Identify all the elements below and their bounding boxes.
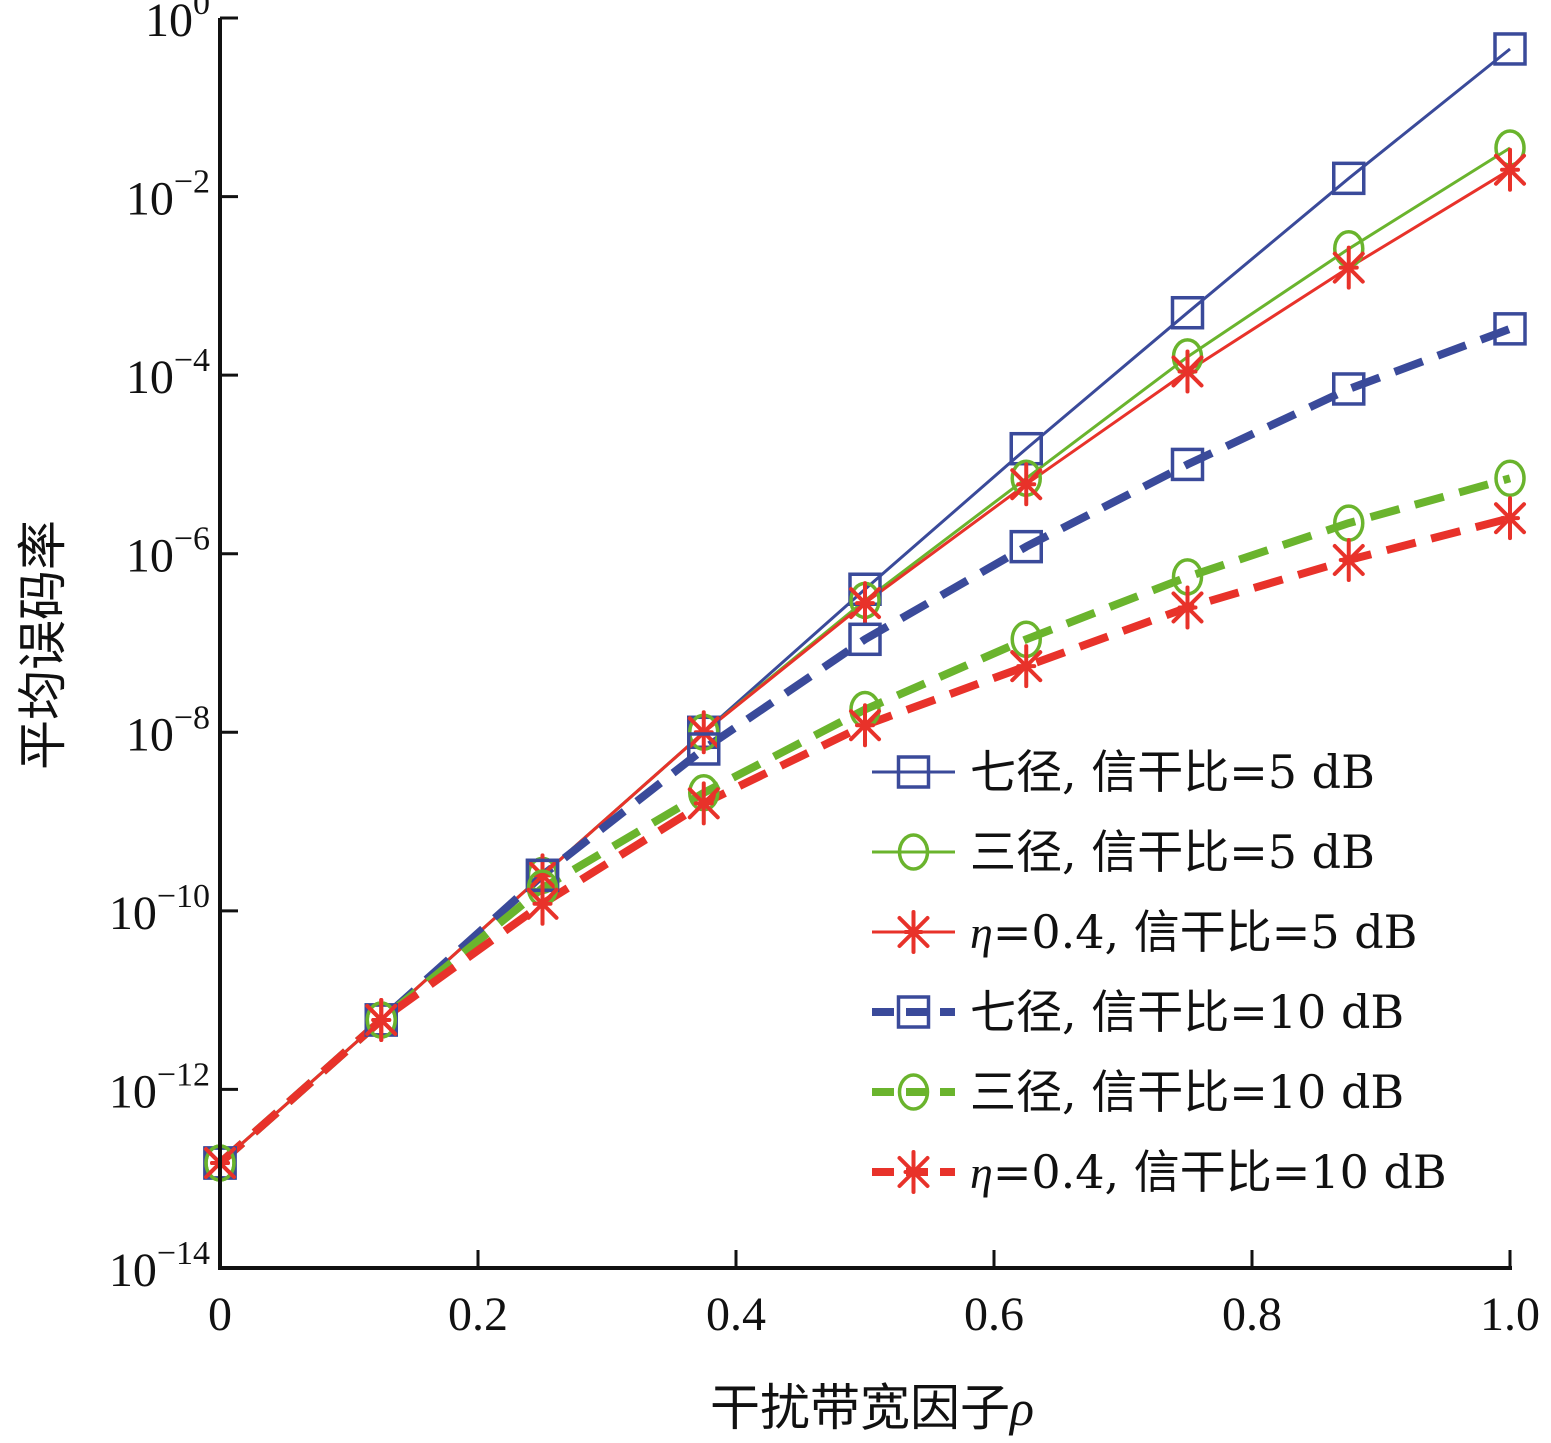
series-6-point	[1332, 538, 1365, 583]
legend-label: 三径, 信干比=5 dB	[970, 825, 1375, 879]
y-tick-label: 10−14	[109, 1235, 210, 1297]
legend-marker-sample	[896, 995, 931, 1029]
series-4-point	[1009, 529, 1043, 564]
legend-label: η=0.4, 信干比=10 dB	[970, 1145, 1447, 1199]
x-tick-label: 0.2	[448, 1288, 508, 1341]
series-6-point	[687, 781, 720, 826]
legend-label: 七径, 信干比=5 dB	[970, 745, 1375, 799]
series-1-point	[1493, 32, 1527, 66]
legend-marker-sample	[897, 910, 930, 954]
series-6-point	[849, 703, 881, 748]
x-axis-label-text: 干扰带宽因子	[710, 1379, 1010, 1437]
x-tick-label: 1.0	[1480, 1288, 1540, 1341]
series-1-point	[1170, 295, 1205, 330]
legend-entry-3: η=0.4, 信干比=5 dB	[872, 905, 1417, 959]
y-tick-label: 100	[145, 0, 210, 47]
series-markers	[203, 32, 1527, 1185]
legend-entry-6: η=0.4, 信干比=10 dB	[872, 1145, 1447, 1199]
x-ticks: 0 0.2 0.4 0.6 0.8 1.0	[208, 1250, 1540, 1341]
x-tick-label: 0.6	[964, 1288, 1024, 1341]
series-3-point	[1494, 147, 1526, 192]
y-tick-label: 10−6	[126, 521, 210, 583]
y-ticks: 100 10−2 10−4 10−6 10−8 10−10 10−12 10−14	[109, 0, 238, 1297]
axes	[218, 18, 1512, 1270]
y-axis-label: 平均误码率	[14, 520, 72, 770]
series-4-point	[848, 622, 882, 657]
series-4-point	[1493, 312, 1527, 346]
series-3-point	[849, 581, 881, 626]
y-tick-label: 10−4	[126, 342, 210, 404]
series-6-point	[526, 881, 559, 926]
x-tick-label: 0.4	[706, 1288, 766, 1341]
series-4-point	[1332, 372, 1366, 406]
legend-label: η=0.4, 信干比=5 dB	[970, 905, 1417, 959]
x-tick-label: 0.8	[1222, 1288, 1282, 1341]
legend: 七径, 信干比=5 dB 三径, 信干比=5 dB η=0.4, 信干比=5 dB 七…	[872, 745, 1447, 1199]
series-6-point	[1171, 585, 1204, 630]
legend-marker-sample	[896, 755, 931, 789]
series-6-point	[1010, 644, 1043, 689]
y-tick-label: 10−8	[126, 699, 210, 761]
x-axis-label: 干扰带宽因子ρ	[710, 1379, 1034, 1437]
legend-entry-1: 七径, 信干比=5 dB	[872, 745, 1375, 799]
series-3-point	[1171, 349, 1204, 394]
y-tick-label: 10−10	[109, 878, 210, 940]
x-axis-label-symbol: ρ	[1008, 1380, 1034, 1436]
legend-marker-sample	[897, 1073, 930, 1111]
legend-label: 七径, 信干比=10 dB	[970, 985, 1404, 1039]
series-line-5	[217, 474, 1512, 1166]
legend-label: 三径, 信干比=10 dB	[970, 1065, 1404, 1119]
legend-entry-5: 三径, 信干比=10 dB	[872, 1065, 1404, 1119]
series-6-point	[1494, 496, 1526, 541]
series-1-point	[1332, 161, 1366, 196]
legend-marker-sample	[897, 833, 930, 871]
y-tick-label: 10−12	[109, 1056, 210, 1118]
series-5-point	[1494, 459, 1526, 498]
legend-entry-2: 三径, 信干比=5 dB	[872, 825, 1375, 879]
y-tick-label: 10−2	[126, 164, 210, 226]
series-3-point	[1010, 462, 1043, 507]
series-3-point	[1332, 245, 1365, 290]
legend-marker-sample	[897, 1150, 930, 1194]
x-tick-label: 0	[208, 1288, 232, 1341]
series-4-point	[1170, 447, 1205, 482]
series-4-point	[687, 732, 721, 766]
legend-entry-4: 七径, 信干比=10 dB	[872, 985, 1404, 1039]
series-6-point	[365, 997, 398, 1042]
